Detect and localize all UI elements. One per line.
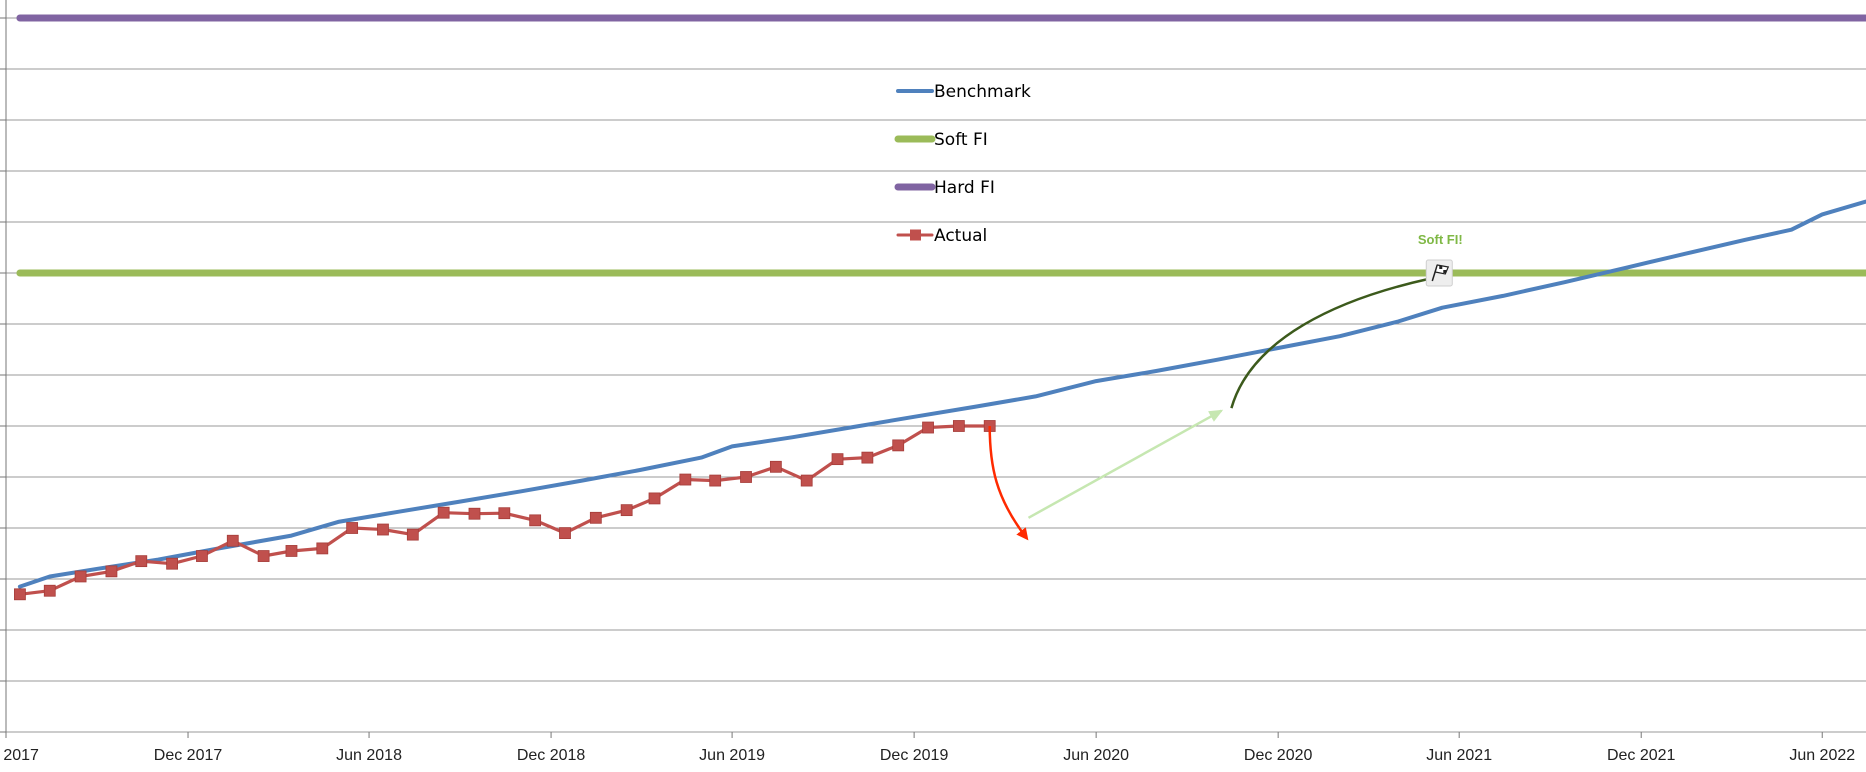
flag-check (1443, 270, 1447, 273)
actual-point-marker (831, 453, 844, 466)
flag-check (1439, 266, 1443, 269)
legend: Benchmark Soft FI Hard FI Actual (894, 82, 1031, 246)
projection-curve (1230, 277, 1429, 409)
x-tick-label: Dec 2021 (1607, 747, 1676, 764)
actual-point-marker (74, 570, 87, 583)
x-tick-label: Dec 2017 (154, 747, 223, 764)
x-tick-label: Jun 2020 (1063, 747, 1129, 764)
actual-point-marker (377, 523, 389, 536)
legend-label-actual: Actual (934, 226, 987, 246)
x-tick-label: Dec 2019 (880, 747, 949, 764)
actual-point-marker (437, 506, 450, 519)
actual-point-marker (166, 557, 179, 570)
actual-point-marker (135, 555, 148, 568)
actual-point-marker (285, 545, 298, 557)
actual-point-marker (105, 565, 118, 578)
x-tick-label: Jun 2021 (1426, 747, 1492, 764)
legend-marker-actual (910, 229, 921, 241)
actual-point-marker (43, 584, 56, 597)
actual-point-marker (559, 527, 571, 539)
actual-point-marker (709, 474, 722, 487)
legend-label-soft-fi: Soft FI (934, 130, 988, 150)
actual-point-marker (468, 507, 481, 520)
actual-point-marker (769, 460, 782, 473)
annotations: Soft FI! (988, 232, 1463, 541)
x-tick-label: Jun 2019 (699, 747, 765, 764)
actual-point-marker (406, 528, 419, 541)
actual-point-marker (861, 451, 874, 464)
legend-label-benchmark: Benchmark (934, 82, 1031, 102)
series-line-benchmark (17, 199, 1866, 589)
x-tick-label: Jun 2018 (336, 747, 402, 764)
actual-point-marker (800, 474, 813, 487)
x-axis: Jun 2017 Dec 2017 Jun 2018 Dec 2018 Jun 2019… (0, 732, 1855, 764)
actual-point-marker (498, 507, 511, 520)
series-lines (14, 14, 1866, 601)
gridlines (0, 0, 1866, 733)
actual-point-marker (226, 534, 239, 547)
x-tick-label: Dec 2020 (1244, 747, 1313, 764)
actual-point-marker (14, 588, 26, 601)
x-tick-label: Dec 2018 (517, 747, 586, 764)
recovery-arrow (1027, 409, 1224, 519)
actual-point-marker (196, 550, 208, 562)
checkered-flag-icon (1425, 259, 1453, 287)
actual-point-marker (589, 511, 602, 524)
legend-label-hard-fi: Hard FI (934, 178, 995, 198)
red-drop-arrow (988, 425, 1029, 541)
actual-point-marker (620, 504, 633, 517)
x-tick-label: Jun 2017 (0, 747, 39, 764)
actual-point-marker (952, 420, 965, 432)
actual-point-marker (679, 473, 692, 486)
actual-point-marker (740, 471, 752, 483)
actual-point-marker (922, 421, 934, 434)
actual-point-marker (316, 542, 329, 555)
actual-point-marker (346, 522, 359, 534)
actual-point-marker (257, 550, 270, 562)
actual-point-marker (648, 492, 661, 505)
actual-point-marker (892, 439, 905, 452)
actual-point-marker (529, 514, 542, 527)
soft-fi-annotation-label: Soft FI! (1418, 232, 1463, 247)
x-tick-label: Jun 2022 (1789, 747, 1855, 764)
